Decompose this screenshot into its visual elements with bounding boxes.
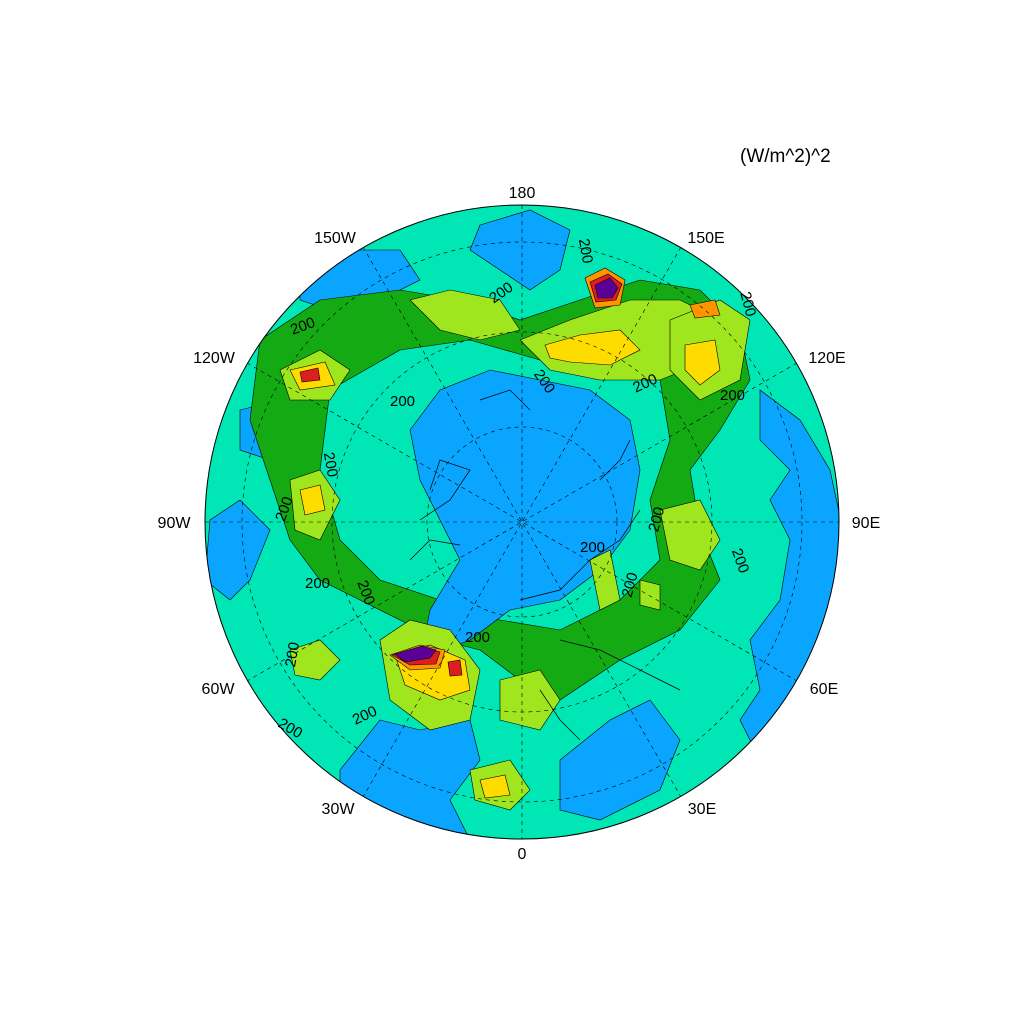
contour-label: 200 (575, 237, 596, 265)
fill-yellow-ne (684, 339, 721, 386)
coastline-lines (409, 389, 681, 741)
fill-yg-nw (409, 289, 521, 341)
fill-arctic-blue (409, 369, 641, 661)
contour-label: 200 (282, 641, 303, 669)
fill-ocean-west (205, 499, 271, 601)
fill-purple-nne (594, 277, 619, 299)
lon-label-lower-left: 60W (202, 681, 236, 698)
contour-label: 200 (580, 539, 605, 556)
map-disk (205, 205, 839, 839)
contour-label: 200 (736, 290, 759, 319)
contour-label: 200 (720, 387, 745, 404)
lon-label-lower-right: 60E (810, 681, 838, 698)
fill-yg-se (589, 549, 621, 611)
lon-label-bottom-right: 30E (688, 801, 716, 818)
fill-red-sw2 (447, 659, 463, 677)
lon-label-left: 90W (158, 515, 192, 532)
lon-label-upper-right: 120E (808, 350, 845, 367)
fill-yellow-w2 (299, 484, 326, 516)
lon-label-right: 90E (852, 515, 880, 532)
contour-label: 200 (390, 393, 415, 410)
fill-ocean-sw (559, 699, 681, 821)
fill-yellow-s (479, 774, 511, 799)
lon-label-bottom-left: 30W (322, 801, 356, 818)
fill-yg-s (499, 669, 561, 731)
fill-yg-se2 (639, 579, 661, 611)
contour-label: 200 (305, 575, 330, 592)
lon-label-top-left: 150W (314, 230, 357, 247)
fill-yg-e (659, 499, 721, 571)
graticule (205, 205, 839, 839)
lon-label-bottom: 0 (518, 846, 527, 863)
longitude-labels: 180 150W 150E 120W 120E 90W 90E 60W 60E … (158, 185, 881, 863)
lon-label-top-right: 150E (687, 230, 724, 247)
fill-yg-sw2 (289, 639, 341, 681)
contour-label: 200 (465, 629, 490, 646)
map-boundary (204, 204, 840, 840)
units-label: (W/m^2)^2 (740, 146, 831, 167)
fill-orange-ne (689, 299, 721, 319)
lon-label-upper-left: 120W (193, 350, 236, 367)
fill-purple-sw (394, 645, 437, 663)
fill-ocean-north (469, 209, 571, 291)
fill-red-w (299, 367, 321, 383)
contour-label: 200 (645, 505, 668, 534)
lon-label-top: 180 (509, 185, 536, 202)
fill-yellow-nne (544, 329, 641, 366)
contour-label: 200 (619, 571, 642, 600)
contour-label: 200 (320, 451, 341, 479)
